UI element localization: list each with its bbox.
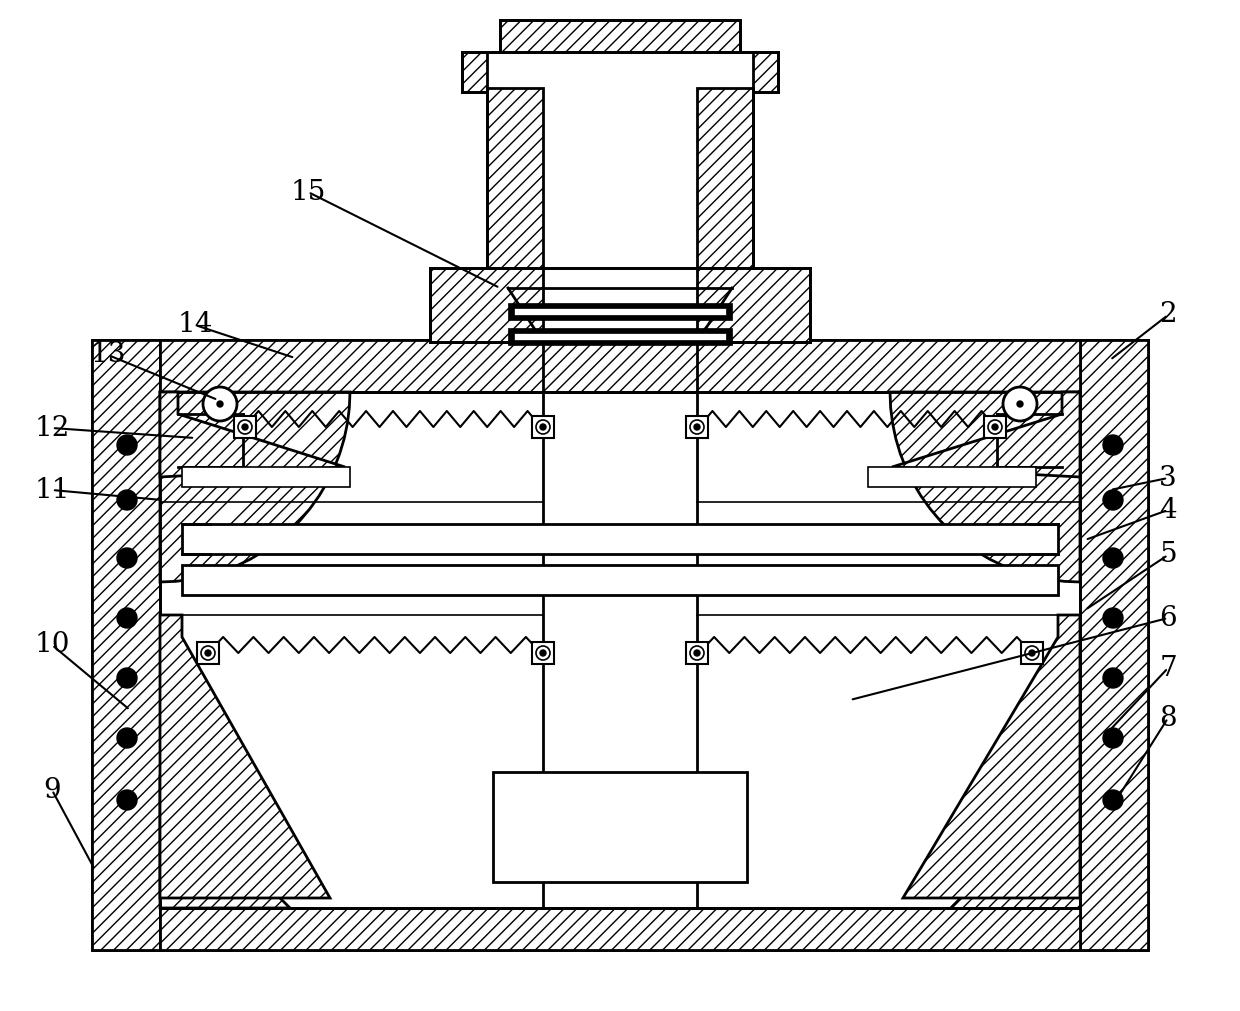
Circle shape bbox=[988, 420, 1002, 434]
Bar bbox=[92, 340, 1148, 950]
Polygon shape bbox=[160, 392, 345, 477]
Text: 13: 13 bbox=[91, 342, 125, 368]
Circle shape bbox=[1025, 646, 1039, 660]
Circle shape bbox=[1104, 790, 1123, 810]
Circle shape bbox=[1104, 490, 1123, 510]
Polygon shape bbox=[160, 908, 1080, 950]
Circle shape bbox=[694, 424, 701, 430]
Text: 14: 14 bbox=[177, 311, 213, 339]
Text: 4: 4 bbox=[1159, 496, 1177, 524]
Circle shape bbox=[1104, 548, 1123, 568]
Polygon shape bbox=[430, 268, 543, 342]
Polygon shape bbox=[500, 20, 740, 52]
Bar bbox=[494, 772, 746, 882]
Text: 10: 10 bbox=[35, 632, 69, 658]
Polygon shape bbox=[92, 340, 160, 950]
Bar bbox=[985, 416, 1006, 438]
Circle shape bbox=[238, 420, 252, 434]
Circle shape bbox=[242, 424, 248, 430]
Polygon shape bbox=[950, 778, 1080, 908]
Circle shape bbox=[117, 668, 136, 688]
Circle shape bbox=[217, 401, 223, 407]
Circle shape bbox=[694, 650, 701, 656]
Bar bbox=[508, 328, 732, 345]
Bar bbox=[532, 642, 554, 664]
Polygon shape bbox=[160, 392, 350, 582]
Polygon shape bbox=[1080, 340, 1148, 950]
Circle shape bbox=[1003, 387, 1037, 421]
Circle shape bbox=[689, 646, 704, 660]
Circle shape bbox=[1104, 668, 1123, 688]
Bar bbox=[182, 524, 1058, 554]
Polygon shape bbox=[160, 778, 290, 908]
Text: 11: 11 bbox=[35, 476, 69, 503]
Bar bbox=[686, 416, 708, 438]
Bar bbox=[234, 416, 255, 438]
Polygon shape bbox=[160, 340, 1080, 392]
Circle shape bbox=[201, 646, 215, 660]
Polygon shape bbox=[753, 52, 777, 92]
Circle shape bbox=[117, 490, 136, 510]
Circle shape bbox=[205, 650, 211, 656]
Text: 5: 5 bbox=[1159, 542, 1177, 568]
Circle shape bbox=[1104, 728, 1123, 748]
Polygon shape bbox=[487, 88, 543, 268]
Polygon shape bbox=[697, 88, 753, 268]
Circle shape bbox=[1017, 401, 1023, 407]
Circle shape bbox=[536, 646, 551, 660]
Circle shape bbox=[992, 424, 998, 430]
Circle shape bbox=[536, 420, 551, 434]
Bar bbox=[182, 467, 350, 487]
Circle shape bbox=[117, 790, 136, 810]
Circle shape bbox=[1029, 650, 1035, 656]
Circle shape bbox=[117, 728, 136, 748]
Bar bbox=[197, 642, 219, 664]
Polygon shape bbox=[892, 392, 1080, 477]
Polygon shape bbox=[903, 615, 1080, 898]
Polygon shape bbox=[697, 268, 810, 342]
Bar bbox=[532, 416, 554, 438]
Text: 8: 8 bbox=[1159, 705, 1177, 732]
Text: 3: 3 bbox=[1159, 464, 1177, 491]
Circle shape bbox=[117, 435, 136, 455]
Text: 12: 12 bbox=[35, 415, 69, 442]
Circle shape bbox=[117, 608, 136, 628]
Circle shape bbox=[1104, 435, 1123, 455]
Circle shape bbox=[539, 424, 546, 430]
Bar bbox=[515, 333, 725, 340]
Polygon shape bbox=[160, 615, 330, 898]
Circle shape bbox=[117, 548, 136, 568]
Circle shape bbox=[203, 387, 237, 421]
Bar bbox=[508, 303, 732, 320]
Text: 6: 6 bbox=[1159, 605, 1177, 632]
Bar bbox=[182, 565, 1058, 595]
Bar bbox=[1021, 642, 1043, 664]
Circle shape bbox=[1104, 608, 1123, 628]
Text: 9: 9 bbox=[43, 776, 61, 804]
Text: 2: 2 bbox=[1159, 301, 1177, 329]
Bar bbox=[515, 308, 725, 315]
Polygon shape bbox=[890, 392, 1080, 582]
Circle shape bbox=[539, 650, 546, 656]
Polygon shape bbox=[463, 52, 487, 92]
Circle shape bbox=[689, 420, 704, 434]
Bar bbox=[686, 642, 708, 664]
Text: 7: 7 bbox=[1159, 654, 1177, 681]
Text: 15: 15 bbox=[290, 179, 326, 205]
Bar bbox=[868, 467, 1035, 487]
